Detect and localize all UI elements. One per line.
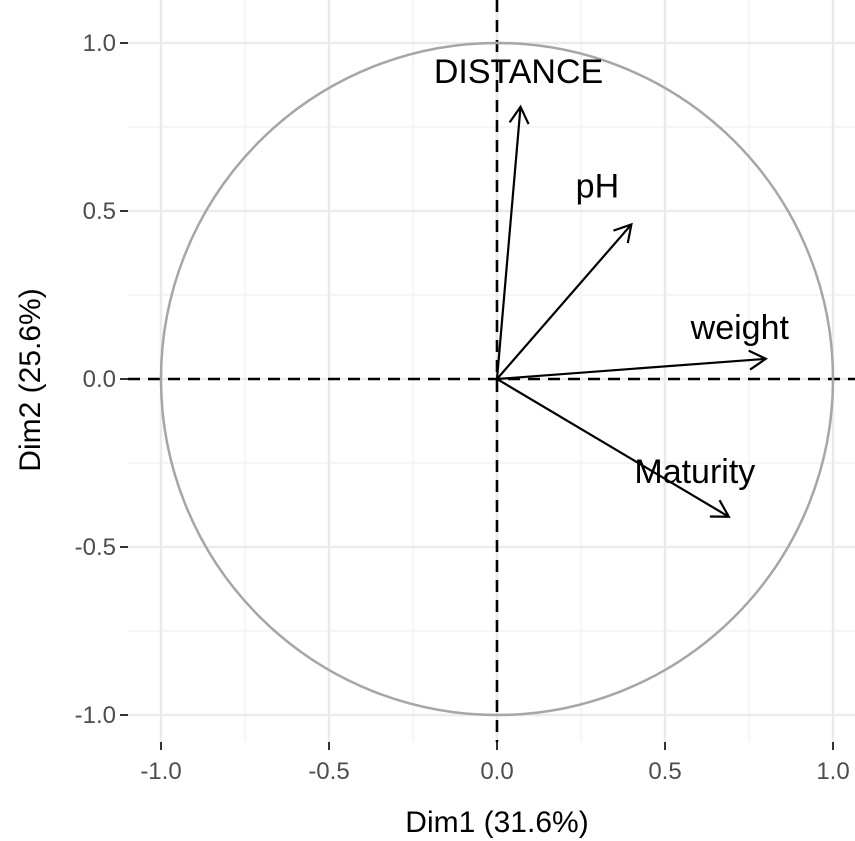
x-axis: -1.0 -0.5 0.0 0.5 1.0 (140, 742, 850, 785)
arrow-maturity (496, 378, 730, 518)
variable-label-weight: weight (690, 309, 790, 347)
arrowhead-distance (508, 104, 530, 125)
arrow-distance (495, 106, 522, 380)
unit-circle (159, 41, 835, 717)
arrowhead-maturity (709, 499, 731, 518)
variable-label-ph: pH (576, 167, 619, 205)
y-tick-label: 0.0 (83, 366, 116, 393)
arrow-weight (496, 357, 766, 381)
arrow-ph (496, 223, 633, 380)
arrowhead-ph (613, 222, 633, 244)
x-tick-label: 0.5 (648, 758, 681, 785)
x-tick-label: -1.0 (140, 758, 181, 785)
y-tick-label: -0.5 (75, 534, 116, 561)
y-tick-label: 1.0 (83, 30, 116, 57)
variable-labels: DISTANCE pH weight Maturity (434, 53, 790, 491)
minor-gridlines (128, 0, 855, 742)
x-axis-title: Dim1 (31.6%) (405, 806, 588, 839)
y-tick-label: 0.5 (83, 198, 116, 225)
variable-arrows (495, 104, 768, 518)
x-tick-label: -0.5 (308, 758, 349, 785)
y-axis: -1.0 -0.5 0.0 0.5 1.0 (75, 30, 128, 729)
y-axis-title: Dim2 (25.6%) (14, 288, 47, 471)
x-tick-label: 1.0 (816, 758, 849, 785)
unit-circle-layer (159, 41, 835, 717)
variable-label-distance: DISTANCE (434, 53, 603, 91)
arrowhead-weight (748, 349, 768, 371)
y-tick-label: -1.0 (75, 702, 116, 729)
x-tick-label: 0.0 (480, 758, 513, 785)
variable-label-maturity: Maturity (634, 453, 755, 491)
